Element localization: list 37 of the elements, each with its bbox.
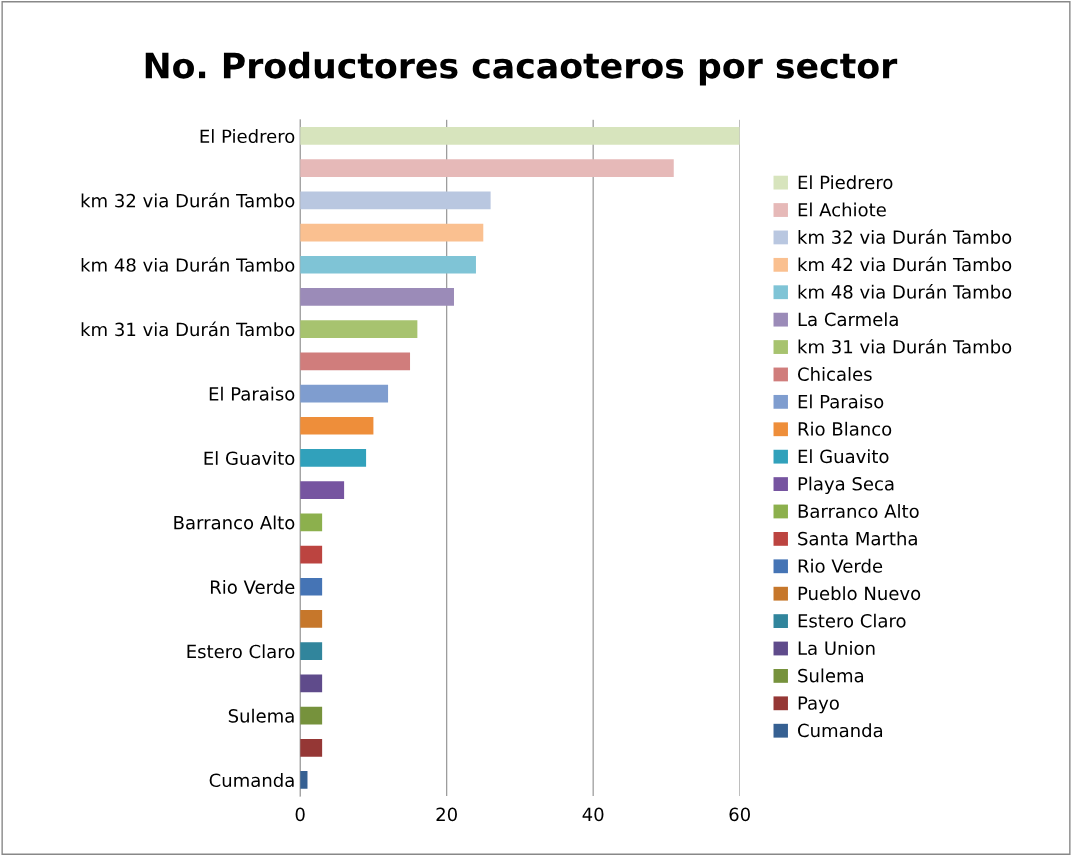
legend-label: km 32 via Durán Tambo	[798, 229, 1012, 244]
legend-label: Estero Claro	[798, 613, 906, 628]
legend-label: Payo	[798, 696, 839, 714]
legend-label: km 42 via Durán Tambo	[798, 256, 1012, 272]
legend-label: La Union	[798, 641, 875, 656]
legend-label: Chicales	[798, 367, 872, 381]
y-tick-label: km 48 via Durán Tambo	[81, 257, 295, 272]
legend-label: km 31 via Durán Tambo	[798, 338, 1012, 354]
legend-label: El Guavito	[798, 449, 889, 464]
chart-title: No. Productores cacaoteros por sector	[145, 51, 898, 86]
y-tick-label: El Piedrero	[200, 129, 295, 144]
legend-label: Barranco Alto	[798, 504, 919, 519]
y-tick-label: km 31 via Durán Tambo	[81, 321, 295, 337]
x-tick-label: 0	[295, 807, 305, 822]
legend-label: Playa Seca	[798, 476, 894, 495]
legend-label: km 48 via Durán Tambo	[798, 284, 1012, 299]
legend-label: Pueblo Nuevo	[798, 586, 921, 601]
x-tick-label: 20	[436, 807, 457, 822]
y-tick-label: El Guavito	[204, 451, 295, 466]
legend-label: El Achiote	[798, 202, 886, 217]
legend-label: Cumanda	[798, 723, 883, 738]
y-tick-label: Estero Claro	[187, 644, 295, 659]
legend-label: Sulema	[798, 668, 864, 683]
legend-label: Rio Verde	[798, 558, 883, 573]
x-tick-label: 40	[582, 807, 604, 822]
legend-label: Santa Martha	[798, 531, 917, 546]
y-tick-label: El Paraiso	[209, 386, 295, 401]
legend-label: El Piedrero	[798, 175, 893, 190]
y-tick-label: Cumanda	[209, 773, 294, 788]
y-tick-label: Barranco Alto	[174, 515, 295, 530]
legend-label: El Paraiso	[798, 394, 884, 409]
y-tick-label: Sulema	[228, 708, 294, 723]
legend-label: Rio Blanco	[798, 421, 892, 436]
x-tick-label: 60	[729, 807, 750, 822]
y-tick-label: Rio Verde	[210, 579, 295, 594]
y-tick-label: km 32 via Durán Tambo	[81, 192, 295, 208]
legend-label: La Carmela	[798, 312, 898, 327]
